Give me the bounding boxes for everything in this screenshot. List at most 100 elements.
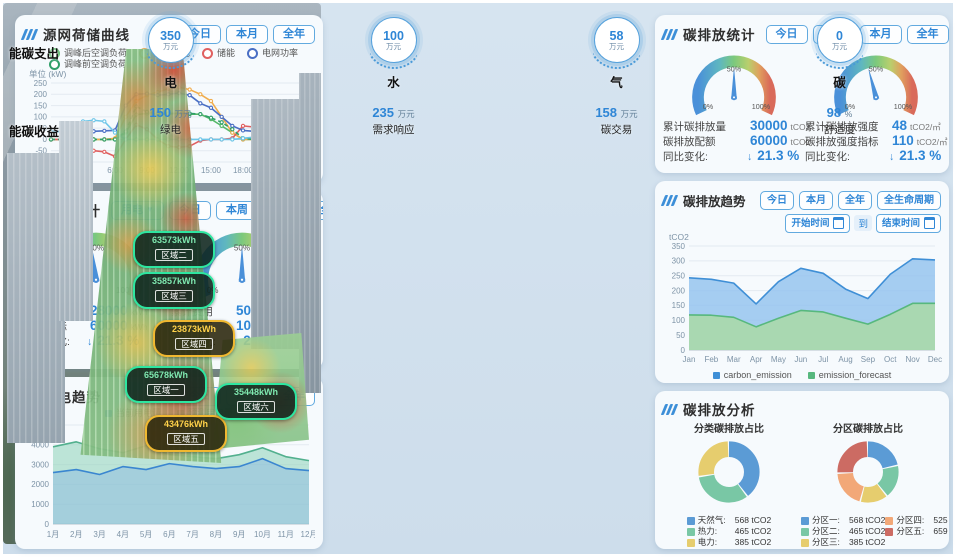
svg-text:0: 0 (43, 135, 48, 144)
panel-title: 源网荷储曲线 (43, 28, 130, 43)
svg-text:-50: -50 (35, 147, 47, 156)
svg-text:300: 300 (672, 257, 686, 266)
pie-legend-item[interactable]: 分区五:659 tCO2 (885, 526, 949, 537)
svg-text:150: 150 (34, 101, 48, 110)
pie-legend-item[interactable]: 天然气: 568 tCO2 (686, 515, 771, 526)
city-tower (59, 121, 93, 321)
svg-text:Sep: Sep (861, 355, 876, 364)
svg-text:9月: 9月 (233, 530, 245, 539)
pie-legend-item[interactable]: 电力: 385 tCO2 (686, 537, 771, 548)
legend-item[interactable]: carbon_emission (712, 370, 792, 381)
svg-text:3月: 3月 (93, 530, 105, 539)
svg-text:0: 0 (45, 520, 50, 529)
date-to-label: 到 (854, 215, 872, 231)
svg-text:5月: 5月 (140, 530, 152, 539)
filter-today-button[interactable]: 今日 (760, 190, 794, 210)
svg-text:0%: 0% (703, 102, 714, 111)
power-trend-chart: 5000400030002000100001月2月3月4月5月6月7月8月9月1… (31, 421, 317, 539)
svg-text:50%: 50% (88, 243, 104, 252)
svg-text:200: 200 (672, 286, 686, 295)
dashboard: 源网荷储曲线 今日 本月 全年 调峰后空调负荷 光伏发电 储能 电网功率 调峰前… (3, 3, 953, 554)
end-date-input[interactable]: 结束时间 (875, 213, 941, 233)
expense-label: 能碳支出 (9, 47, 60, 61)
svg-text:50%: 50% (727, 64, 742, 73)
svg-text:1月: 1月 (47, 530, 59, 539)
svg-text:Nov: Nov (906, 355, 920, 364)
legend-item[interactable]: 电网功率 (247, 48, 298, 59)
legend-item[interactable]: 储能 (202, 48, 235, 59)
down-arrow-icon: ↓ (747, 151, 753, 163)
svg-text:50: 50 (38, 124, 47, 133)
svg-text:Aug: Aug (838, 355, 852, 364)
svg-text:200: 200 (34, 90, 48, 99)
pie-legend-item[interactable]: 分区一: 568 tCO2 (801, 515, 885, 526)
svg-text:Oct: Oct (884, 355, 897, 364)
svg-text:Jun: Jun (794, 355, 807, 364)
zone-label-4[interactable]: 23873kWh 区域四 (153, 320, 235, 357)
svg-text:50: 50 (676, 331, 685, 340)
pie-legend-item[interactable]: 分区四:525 tCO2 (885, 515, 949, 526)
carbon-intensity-gauge: 50% 0% 100% (834, 55, 918, 116)
legend-item[interactable]: 调峰前空调负荷 (49, 59, 127, 70)
pie-legend-item[interactable]: 分区二: 465 tCO2 (801, 526, 885, 537)
pie-legend-item[interactable]: 热力: 465 tCO2 (686, 526, 771, 537)
filter-week-button[interactable]: 本周 (215, 200, 258, 220)
filter-month-button[interactable]: 本月 (799, 190, 833, 210)
pie-legend-item[interactable]: 分区三: 385 tCO2 (801, 537, 885, 548)
zone-label-5[interactable]: 43476kWh 区域五 (145, 415, 227, 452)
svg-text:2月: 2月 (70, 530, 82, 539)
svg-text:250: 250 (672, 272, 686, 281)
emission-gauge-block: 50% 0% 100% 累计碳排放量 30000 tCO2 碳排放配额 60000 tCO2… (663, 47, 810, 164)
y-axis-unit: 单位 (kW) (29, 69, 67, 79)
svg-text:Dec: Dec (928, 355, 942, 364)
panel-title: 碳排放分析 (683, 403, 756, 418)
svg-text:Jul: Jul (818, 355, 828, 364)
panel-icon (660, 403, 679, 415)
filter-month-button[interactable]: 本月 (859, 24, 902, 44)
filter-year-button[interactable]: 全年 (838, 190, 872, 210)
svg-text:10月: 10月 (254, 530, 271, 539)
svg-text:May: May (771, 355, 786, 364)
filter-today-button[interactable]: 今日 (765, 24, 808, 44)
svg-text:0: 0 (681, 346, 686, 355)
svg-text:250: 250 (34, 79, 48, 88)
legend-item[interactable]: 调峰后空调负荷 (49, 48, 127, 59)
zone-label-6[interactable]: 35448kWh 区域六 (215, 383, 297, 420)
city-tower (7, 153, 65, 443)
down-arrow-icon: ↓ (87, 336, 93, 348)
calendar-icon (833, 217, 845, 229)
svg-text:150: 150 (672, 301, 686, 310)
svg-text:4月: 4月 (117, 530, 129, 539)
chart-legend: carbon_emission emission_forecast (663, 370, 941, 381)
svg-text:15:00: 15:00 (201, 166, 222, 175)
energy-carbon-overlay: 能碳支出 能碳收益 350 万元 电 150 万元 绿电 100 万元 水 235 … (5, 15, 951, 139)
zone-donut-chart (837, 441, 899, 503)
zone-label-3[interactable]: 35857kWh 区域三 (133, 272, 215, 309)
svg-text:Feb: Feb (704, 355, 718, 364)
svg-text:2000: 2000 (31, 480, 49, 489)
svg-text:350: 350 (672, 242, 686, 251)
svg-text:Apr: Apr (750, 355, 763, 364)
filter-year-button[interactable]: 全年 (273, 24, 315, 44)
svg-text:100: 100 (672, 316, 686, 325)
svg-text:4000: 4000 (31, 441, 49, 450)
svg-text:18:00: 18:00 (233, 166, 254, 175)
panel-carbon-stats: 碳排放统计 今日 本周 本月 全年 50%0%100% 累计碳排放量30000t… (655, 15, 949, 173)
filter-year-button[interactable]: 全年 (906, 24, 949, 44)
svg-text:100: 100 (34, 113, 48, 122)
svg-text:50%: 50% (234, 243, 250, 252)
city-tower (299, 73, 321, 393)
svg-text:3000: 3000 (31, 460, 49, 469)
city-tower (251, 99, 305, 349)
legend-item[interactable]: emission_forecast (807, 370, 891, 381)
filter-month-button[interactable]: 本月 (226, 24, 268, 44)
svg-text:6月: 6月 (163, 530, 175, 539)
zone-label-1[interactable]: 65678kWh 区域一 (125, 366, 207, 403)
start-date-input[interactable]: 开始时间 (785, 213, 851, 233)
panel-title: 碳排放统计 (683, 28, 756, 43)
svg-text:50%: 50% (869, 64, 884, 73)
filter-lifecycle-button[interactable]: 全生命周期 (877, 190, 941, 210)
zone-label-2[interactable]: 63573kWh 区域二 (133, 231, 215, 268)
expense-circle: 350 万元 (147, 17, 194, 63)
